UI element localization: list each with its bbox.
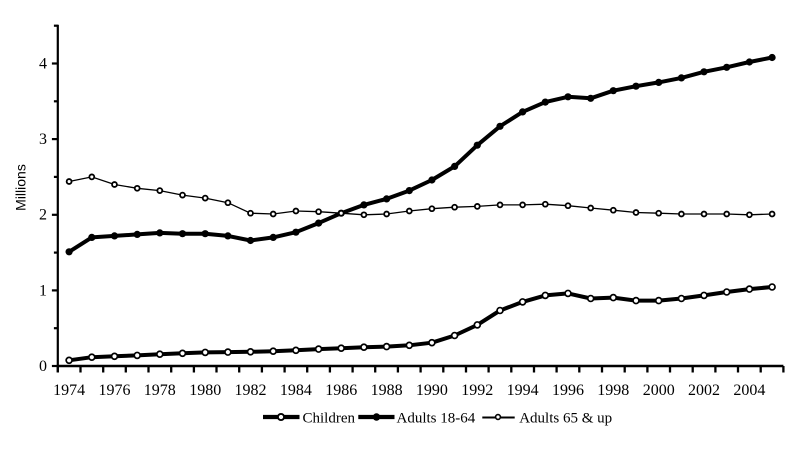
svg-text:Adults 18-64: Adults 18-64 xyxy=(397,411,476,427)
svg-text:0: 0 xyxy=(39,358,47,375)
svg-text:2000: 2000 xyxy=(643,382,675,399)
svg-text:1984: 1984 xyxy=(280,382,312,399)
svg-text:1992: 1992 xyxy=(461,382,493,399)
svg-text:1980: 1980 xyxy=(189,382,221,399)
svg-text:1982: 1982 xyxy=(235,382,267,399)
svg-text:2002: 2002 xyxy=(688,382,720,399)
svg-text:Adults 65 & up: Adults 65 & up xyxy=(519,411,612,427)
svg-text:1: 1 xyxy=(39,282,47,299)
svg-text:1988: 1988 xyxy=(371,382,403,399)
svg-text:1998: 1998 xyxy=(597,382,629,399)
svg-text:1990: 1990 xyxy=(416,382,448,399)
svg-text:2: 2 xyxy=(39,207,47,224)
svg-text:1976: 1976 xyxy=(99,382,131,399)
svg-text:1994: 1994 xyxy=(507,382,539,399)
svg-text:1978: 1978 xyxy=(144,382,176,399)
svg-text:4: 4 xyxy=(39,55,47,72)
svg-text:3: 3 xyxy=(39,131,47,148)
svg-text:1986: 1986 xyxy=(325,382,357,399)
svg-text:1996: 1996 xyxy=(552,382,584,399)
svg-text:Millions: Millions xyxy=(13,164,29,211)
svg-text:Children: Children xyxy=(303,411,356,427)
svg-text:2004: 2004 xyxy=(733,382,765,399)
svg-text:1974: 1974 xyxy=(53,382,85,399)
